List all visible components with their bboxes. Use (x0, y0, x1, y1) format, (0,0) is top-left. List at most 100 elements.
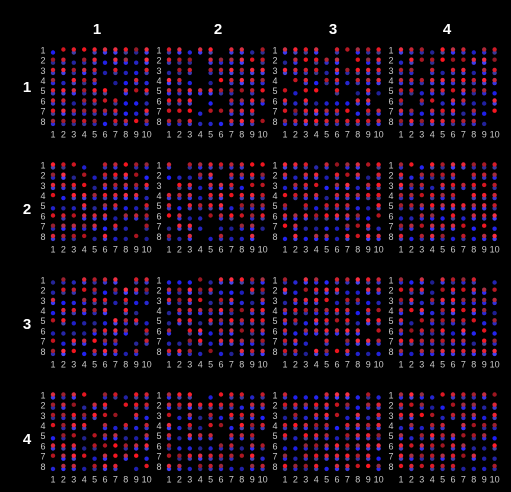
spot-blue (260, 227, 264, 231)
spot-red (293, 349, 297, 353)
spot-col-label: 9 (250, 474, 255, 484)
spot-row-label: 3 (272, 296, 277, 306)
spot-row-label: 6 (156, 96, 161, 106)
spot-red (482, 392, 486, 396)
spot-col-label: 5 (324, 244, 329, 254)
spot-row-label: 8 (40, 117, 45, 127)
spot-red (335, 454, 339, 458)
spot-red (198, 88, 202, 92)
spot-red (240, 98, 244, 102)
spot-row-label: 8 (156, 117, 161, 127)
spot-blue (188, 176, 192, 180)
spot-red (304, 298, 308, 302)
spot-blue (124, 227, 128, 231)
spot-red (345, 392, 349, 396)
spot-red (314, 58, 318, 62)
spot-red (376, 162, 380, 166)
spot-col-label: 1 (282, 129, 287, 139)
spot-blue (293, 457, 297, 461)
spot-blue (92, 321, 96, 325)
spot-blue (440, 216, 444, 220)
spot-red (324, 58, 328, 62)
spot-red (314, 47, 318, 51)
spot-row-label: 8 (156, 462, 161, 472)
spot-blue (250, 395, 254, 399)
spot-red (92, 68, 96, 72)
spot-row-label: 5 (272, 316, 277, 326)
spot-red (356, 98, 360, 102)
spot-red (219, 339, 223, 343)
spot-row-label: 1 (40, 45, 45, 55)
spot-row-label: 2 (272, 286, 277, 296)
spot-blue (376, 227, 380, 231)
spot-blue (144, 176, 148, 180)
spot-red (250, 224, 254, 228)
spot-row-label: 5 (156, 316, 161, 326)
spot-red (482, 78, 486, 82)
spot-red (345, 443, 349, 447)
spot-row-label: 2 (156, 401, 161, 411)
spot-red (356, 119, 360, 123)
spot-col-label: 5 (92, 244, 97, 254)
spot-row-label: 5 (156, 86, 161, 96)
spot-blue (240, 446, 244, 450)
spot-red (144, 58, 148, 62)
spot-red (51, 392, 55, 396)
spot-col-label: 3 (187, 129, 192, 139)
spot-row-label: 4 (156, 191, 161, 201)
spot-red (113, 224, 117, 228)
spot-red (451, 288, 455, 292)
spot-row-label: 4 (156, 421, 161, 431)
spot-red (492, 109, 496, 113)
spot-row-label: 8 (272, 232, 277, 242)
spot-red (293, 109, 297, 113)
spot-red (430, 349, 434, 353)
spot-red (451, 454, 455, 458)
spot-red (124, 298, 128, 302)
spot-red (51, 234, 55, 238)
spot-red (304, 277, 308, 281)
spot-red (134, 454, 138, 458)
spot-red (283, 88, 287, 92)
spot-red (409, 162, 413, 166)
spot-red (461, 224, 465, 228)
spot-blue (103, 321, 107, 325)
spot-red (113, 203, 117, 207)
spot-red (420, 403, 424, 407)
spot-blue (103, 291, 107, 295)
spot-red (356, 328, 360, 332)
spot-red (420, 234, 424, 238)
spot-col-label: 5 (92, 359, 97, 369)
spot-red (399, 318, 403, 322)
spot-red (461, 308, 465, 312)
spot-blue (144, 301, 148, 305)
spot-red (124, 88, 128, 92)
spot-red (451, 78, 455, 82)
spot-col-label: 10 (490, 244, 500, 254)
spot-red (61, 119, 65, 123)
spot-col-label: 10 (258, 359, 268, 369)
spot-red (482, 288, 486, 292)
spot-red (219, 78, 223, 82)
spot-red (451, 47, 455, 51)
spot-red (409, 298, 413, 302)
spot-row-label: 4 (388, 421, 393, 431)
spot-red (219, 162, 223, 166)
spot-red (482, 183, 486, 187)
spot-red (399, 288, 403, 292)
spot-red (366, 339, 370, 343)
spot-red (399, 183, 403, 187)
spot-red (144, 119, 148, 123)
spot-red (82, 308, 86, 312)
spot-row-label: 5 (40, 316, 45, 326)
spot-col-label: 1 (166, 359, 171, 369)
spot-red (219, 308, 223, 312)
spot-red (113, 328, 117, 332)
spot-blue (356, 186, 360, 190)
spot-red (376, 213, 380, 217)
spot-red (177, 78, 181, 82)
spot-blue (356, 206, 360, 210)
spot-red (409, 308, 413, 312)
spot-red (177, 308, 181, 312)
spot-red (324, 318, 328, 322)
